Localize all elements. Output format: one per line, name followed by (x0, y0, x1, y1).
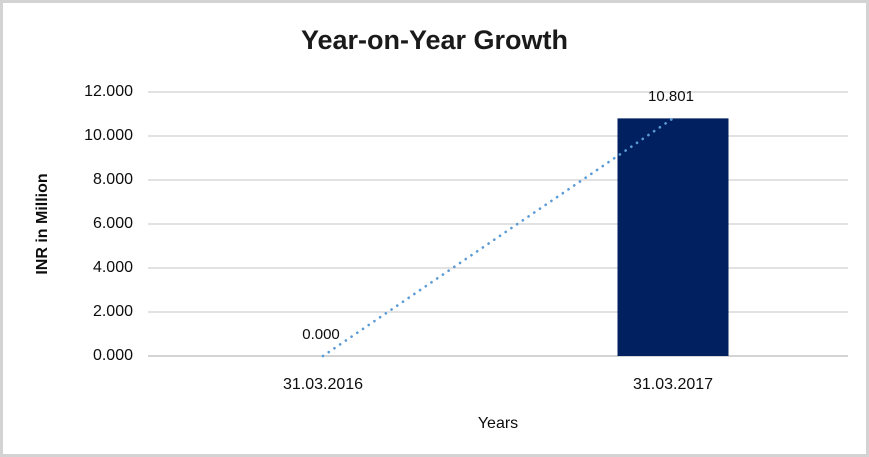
y-tick-label: 12.000 (84, 83, 133, 100)
y-tick-label: 2.000 (92, 303, 133, 320)
x-tick-label: 31.03.2016 (282, 376, 364, 393)
trendline (321, 117, 675, 358)
data-label: 10.801 (648, 88, 694, 106)
data-label: 0.000 (302, 326, 340, 343)
y-tick-label: 0.000 (92, 347, 133, 364)
chart-title: Year-on-Year Growth (300, 25, 569, 55)
bar-31.03.2017 (617, 118, 729, 357)
y-tick-label: 4.000 (92, 259, 133, 276)
plot-area (148, 91, 848, 358)
y-tick-label: 10.000 (84, 127, 133, 144)
y-tick-label: 8.000 (92, 171, 133, 188)
x-tick-label: 31.03.2017 (632, 376, 714, 393)
y-axis-title: INR in Million (34, 173, 51, 275)
y-tick-label: 6.000 (92, 215, 133, 232)
x-axis-title: Years (477, 415, 519, 432)
